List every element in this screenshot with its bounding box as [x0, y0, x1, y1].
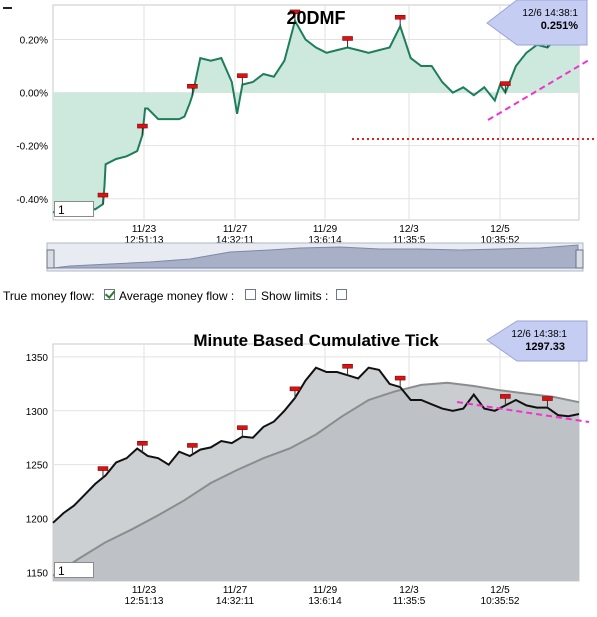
x-tick-date: 12/5	[490, 585, 510, 596]
x-tick-time: 13:6:14	[308, 596, 342, 607]
x-tick-date: 12/5	[490, 224, 510, 235]
period-input-2[interactable]: 1	[54, 562, 94, 578]
x-tick-time: 14:32:11	[216, 235, 255, 246]
event-marker[interactable]	[187, 83, 198, 96]
scrollbar-overview-area	[52, 244, 579, 269]
x-tick-time: 10:35:52	[481, 596, 520, 607]
event-marker[interactable]	[97, 466, 109, 478]
event-marker[interactable]	[237, 425, 248, 437]
x-tick-date: 12/3	[399, 224, 419, 235]
x-tick-date: 12/3	[399, 585, 419, 596]
x-tick-time: 10:35:52	[481, 235, 520, 246]
event-marker[interactable]	[237, 73, 248, 85]
event-marker[interactable]	[289, 386, 301, 398]
show-limits-label: Show limits :	[261, 289, 329, 303]
panel-divider-1	[3, 7, 12, 9]
event-marker[interactable]	[137, 441, 148, 453]
value-tooltip: 12/6 14:38:1 0.251%	[486, 0, 588, 46]
tooltip-value: 0.251%	[541, 20, 579, 32]
tooltip-value: 1297.33	[525, 341, 565, 353]
range-scrollbar[interactable]	[46, 242, 584, 272]
true-money-flow-line	[52, 18, 580, 216]
x-tick-date: 11/29	[313, 585, 338, 596]
event-marker[interactable]	[289, 9, 301, 21]
x-tick-time: 14:32:11	[216, 596, 255, 607]
x-tick-date: 11/27	[223, 585, 248, 596]
event-marker[interactable]	[394, 375, 406, 388]
x-tick-date: 11/27	[223, 224, 248, 235]
average-money-flow-label: Average money flow :	[119, 289, 235, 303]
event-marker[interactable]	[342, 363, 353, 376]
tooltip-datetime: 12/6 14:38:1	[511, 329, 567, 340]
chart-title: 20DMF	[286, 8, 345, 28]
event-marker[interactable]	[500, 394, 511, 406]
y-tick-label: 0.00%	[20, 89, 48, 100]
y-tick-label: 0.20%	[20, 36, 48, 47]
event-marker[interactable]	[500, 81, 511, 93]
x-tick-date: 11/23	[132, 224, 157, 235]
average-tick-line	[52, 381, 580, 577]
x-tick-date: 11/23	[132, 585, 157, 596]
y-tick-label: 1200	[26, 515, 49, 526]
y-tick-label: 1350	[26, 353, 49, 364]
chart-title: Minute Based Cumulative Tick	[193, 331, 439, 350]
x-tick-time: 13:6:14	[308, 235, 342, 246]
y-tick-label: 1250	[26, 461, 49, 472]
value-tooltip: 12/6 14:38:1 1297.33	[486, 320, 588, 362]
event-marker[interactable]	[394, 14, 406, 27]
x-tick-time: 11:35:5	[393, 235, 426, 246]
tooltip-datetime: 12/6 14:38:1	[522, 8, 578, 19]
true-money-flow-checkbox[interactable]	[104, 289, 115, 300]
event-marker[interactable]	[342, 36, 353, 48]
x-tick-time: 12:51:13	[125, 596, 164, 607]
x-tick-time: 12:51:13	[125, 235, 164, 246]
show-limits-checkbox[interactable]	[336, 289, 347, 300]
event-marker[interactable]	[542, 396, 553, 408]
y-tick-label: -0.20%	[16, 142, 48, 153]
scrollbar-right-handle[interactable]	[575, 249, 584, 269]
y-tick-label: 1150	[26, 568, 48, 579]
y-tick-label: 1300	[26, 407, 49, 418]
cumulative-tick-line	[52, 366, 580, 524]
x-tick-time: 11:35:5	[393, 596, 426, 607]
event-marker[interactable]	[187, 443, 198, 455]
event-marker[interactable]	[137, 123, 148, 136]
trend-line	[456, 401, 590, 423]
x-tick-date: 11/29	[313, 224, 338, 235]
y-tick-label: -0.40%	[16, 195, 48, 206]
flow-options-row: True money flow: Average money flow : Sh…	[0, 286, 597, 306]
true-money-flow-label: True money flow:	[3, 289, 95, 303]
period-input-1[interactable]: 1	[54, 201, 94, 217]
average-money-flow-checkbox[interactable]	[245, 289, 256, 300]
scrollbar-left-handle[interactable]	[46, 249, 55, 269]
average-tick-area	[53, 382, 579, 581]
event-marker[interactable]	[97, 192, 109, 205]
